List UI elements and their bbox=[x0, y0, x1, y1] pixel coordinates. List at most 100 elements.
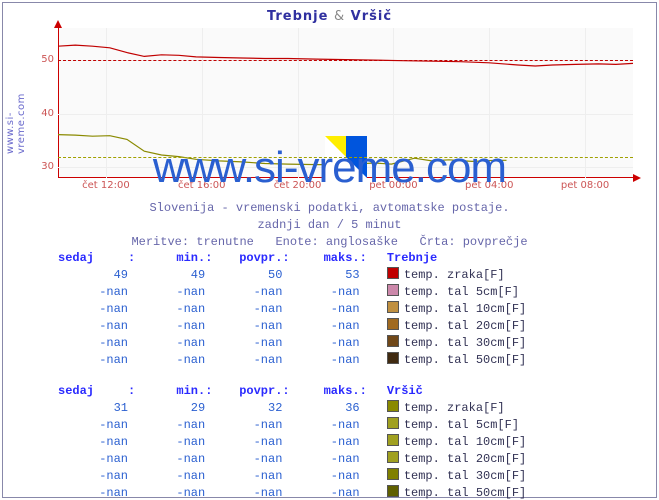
site-label-vertical: www.si-vreme.com bbox=[5, 64, 27, 154]
table-header-row: sedaj:min.:povpr.:maks.:Vršič bbox=[58, 383, 618, 400]
title-station-b: Vršič bbox=[351, 9, 392, 24]
val-maks: -nan bbox=[290, 352, 360, 369]
val-min: -nan bbox=[135, 417, 205, 434]
data-tables: sedaj:min.:povpr.:maks.:Trebnje49 49 50 … bbox=[58, 250, 618, 500]
legend-swatch bbox=[387, 417, 399, 429]
table-row: 49 49 50 53 temp. zraka[F] bbox=[58, 267, 618, 284]
meta-line-2: zadnji dan / 5 minut bbox=[3, 217, 656, 234]
legend-label: temp. tal 50cm[F] bbox=[404, 353, 526, 367]
val-sedaj: -nan bbox=[58, 434, 128, 451]
legend-label: temp. tal 50cm[F] bbox=[404, 486, 526, 500]
val-min: -nan bbox=[135, 451, 205, 468]
legend-swatch bbox=[387, 434, 399, 446]
table-row: -nan -nan -nan -nan temp. tal 30cm[F] bbox=[58, 468, 618, 485]
val-min: 49 bbox=[135, 267, 205, 284]
table-row: 31 29 32 36 temp. zraka[F] bbox=[58, 400, 618, 417]
legend-swatch bbox=[387, 485, 399, 497]
series-avg-line bbox=[58, 60, 633, 61]
val-maks: 36 bbox=[290, 400, 360, 417]
y-tick-label: 30 bbox=[30, 161, 54, 172]
legend-label: temp. tal 5cm[F] bbox=[404, 418, 519, 432]
title-separator: & bbox=[334, 9, 345, 24]
table-header-row: sedaj:min.:povpr.:maks.:Trebnje bbox=[58, 250, 618, 267]
legend-label: temp. tal 20cm[F] bbox=[404, 319, 526, 333]
val-sedaj: -nan bbox=[58, 451, 128, 468]
legend-swatch bbox=[387, 267, 399, 279]
series-avg-line bbox=[58, 157, 633, 158]
val-min: -nan bbox=[135, 301, 205, 318]
legend-label: temp. tal 30cm[F] bbox=[404, 469, 526, 483]
col-min: min. bbox=[135, 250, 205, 267]
val-min: -nan bbox=[135, 335, 205, 352]
series-line bbox=[58, 45, 633, 66]
col-povpr: povpr. bbox=[212, 383, 282, 400]
legend-label: temp. tal 30cm[F] bbox=[404, 336, 526, 350]
y-axis-arrow-icon bbox=[54, 20, 62, 28]
station-table: sedaj:min.:povpr.:maks.:Vršič31 29 32 36… bbox=[58, 383, 618, 500]
legend-label: temp. tal 10cm[F] bbox=[404, 435, 526, 449]
val-min: -nan bbox=[135, 352, 205, 369]
val-povpr: -nan bbox=[212, 417, 282, 434]
val-povpr: -nan bbox=[212, 284, 282, 301]
series-line bbox=[58, 135, 507, 165]
title-station-a: Trebnje bbox=[267, 9, 329, 24]
table-row: -nan -nan -nan -nan temp. tal 50cm[F] bbox=[58, 485, 618, 500]
y-tick-label: 50 bbox=[30, 54, 54, 65]
val-povpr: -nan bbox=[212, 451, 282, 468]
table-row: -nan -nan -nan -nan temp. tal 10cm[F] bbox=[58, 434, 618, 451]
col-sedaj: sedaj bbox=[58, 383, 128, 400]
x-tick-label: pet 00:00 bbox=[369, 178, 417, 191]
val-maks: -nan bbox=[290, 284, 360, 301]
val-sedaj: -nan bbox=[58, 468, 128, 485]
chart-title: Trebnje & Vršič bbox=[3, 9, 656, 24]
val-sedaj: 31 bbox=[58, 400, 128, 417]
col-maks: maks. bbox=[290, 250, 360, 267]
table-row: -nan -nan -nan -nan temp. tal 30cm[F] bbox=[58, 335, 618, 352]
table-row: -nan -nan -nan -nan temp. tal 10cm[F] bbox=[58, 301, 618, 318]
val-min: -nan bbox=[135, 468, 205, 485]
table-row: -nan -nan -nan -nan temp. tal 20cm[F] bbox=[58, 318, 618, 335]
val-maks: -nan bbox=[290, 301, 360, 318]
legend-swatch bbox=[387, 352, 399, 364]
val-povpr: -nan bbox=[212, 318, 282, 335]
val-maks: -nan bbox=[290, 468, 360, 485]
legend-swatch bbox=[387, 468, 399, 480]
station-name: Trebnje bbox=[387, 251, 437, 265]
val-povpr: -nan bbox=[212, 352, 282, 369]
val-maks: -nan bbox=[290, 451, 360, 468]
frame: www.si-vreme.com Trebnje & Vršič 304050 … bbox=[2, 2, 657, 498]
val-sedaj: -nan bbox=[58, 335, 128, 352]
legend-swatch bbox=[387, 400, 399, 412]
x-tick-label: pet 08:00 bbox=[561, 178, 609, 191]
legend-label: temp. tal 5cm[F] bbox=[404, 285, 519, 299]
val-maks: 53 bbox=[290, 267, 360, 284]
table-row: -nan -nan -nan -nan temp. tal 50cm[F] bbox=[58, 352, 618, 369]
meta-line-1: Slovenija - vremenski podatki, avtomatsk… bbox=[3, 200, 656, 217]
x-tick-label: čet 16:00 bbox=[178, 178, 226, 191]
val-maks: -nan bbox=[290, 318, 360, 335]
val-min: -nan bbox=[135, 485, 205, 500]
meta-lines: Slovenija - vremenski podatki, avtomatsk… bbox=[3, 200, 656, 251]
legend-swatch bbox=[387, 451, 399, 463]
val-sedaj: -nan bbox=[58, 352, 128, 369]
val-min: -nan bbox=[135, 284, 205, 301]
chart-area: 304050 čet 12:00čet 16:00čet 20:00pet 00… bbox=[58, 28, 633, 178]
col-povpr: povpr. bbox=[212, 250, 282, 267]
table-row: -nan -nan -nan -nan temp. tal 5cm[F] bbox=[58, 284, 618, 301]
val-maks: -nan bbox=[290, 335, 360, 352]
legend-swatch bbox=[387, 318, 399, 330]
val-povpr: -nan bbox=[212, 468, 282, 485]
val-sedaj: -nan bbox=[58, 485, 128, 500]
val-sedaj: 49 bbox=[58, 267, 128, 284]
x-axis-arrow-icon bbox=[633, 174, 641, 182]
table-row: -nan -nan -nan -nan temp. tal 5cm[F] bbox=[58, 417, 618, 434]
legend-swatch bbox=[387, 284, 399, 296]
val-min: 29 bbox=[135, 400, 205, 417]
val-sedaj: -nan bbox=[58, 284, 128, 301]
legend-swatch bbox=[387, 301, 399, 313]
col-sedaj: sedaj bbox=[58, 250, 128, 267]
val-maks: -nan bbox=[290, 485, 360, 500]
table-row: -nan -nan -nan -nan temp. tal 20cm[F] bbox=[58, 451, 618, 468]
val-min: -nan bbox=[135, 434, 205, 451]
val-sedaj: -nan bbox=[58, 301, 128, 318]
